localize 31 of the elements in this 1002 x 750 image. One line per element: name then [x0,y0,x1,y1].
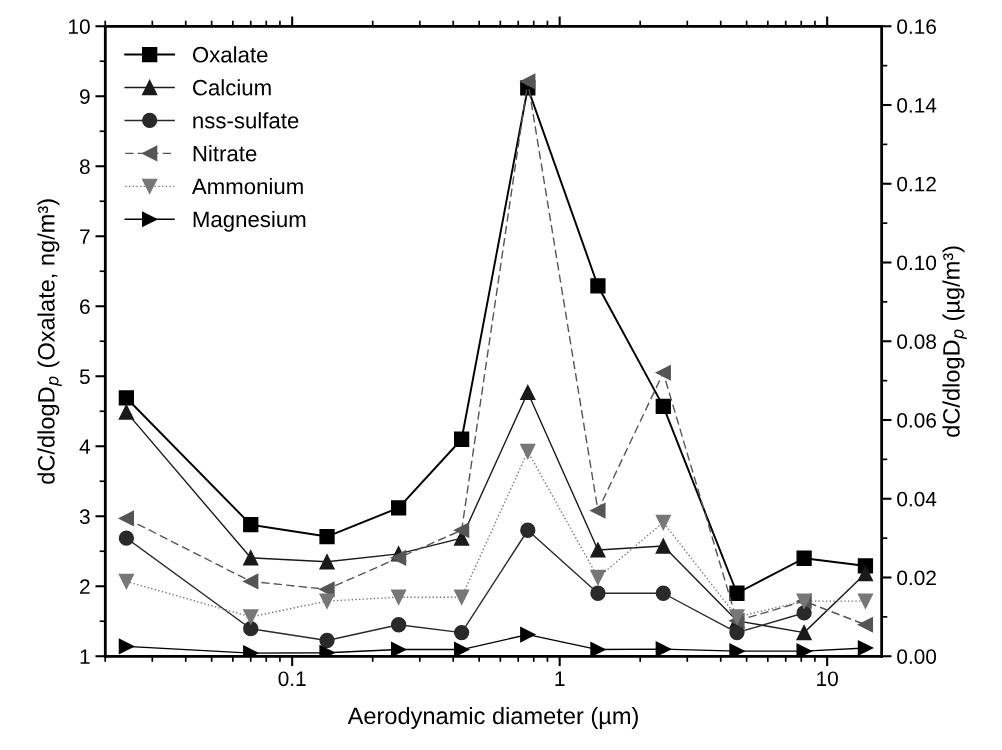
legend-label: Oxalate [192,46,268,63]
y-tick-label: 10 [69,19,90,34]
y-tick-label: 9 [80,89,90,104]
y2-tick-label: 0.12 [897,176,936,192]
y-tick-label: 2 [80,579,90,594]
x-tick-label: 10 [817,671,838,687]
y2-tick-label: 0.04 [897,491,937,507]
legend-label: Calcium [193,79,271,96]
x-tick-label: 1 [555,671,565,686]
y2-axis-title: dC/dlogD$_{p}$ (µg/m³) [942,246,967,437]
legend-label: Nitrate [193,145,257,162]
y-axis-title: dC/dlogD$_{p}$ (Oxalate, ng/m³) [37,199,62,484]
y-tick-label: 1 [80,649,90,664]
y-tick-label: 8 [79,159,90,174]
y2-tick-label: 0.02 [897,570,936,586]
y-tick-label: 5 [79,369,90,384]
x-tick-label: 0.1 [278,671,306,687]
y2-tick-label: 0.08 [897,334,936,349]
y2-tick-label: 0.10 [897,255,937,271]
legend-label: Magnesium [193,210,306,232]
y2-tick-label: 0.16 [897,19,936,34]
y2-tick-label: 0.00 [897,649,937,664]
y2-tick-label: 0.14 [897,98,937,113]
y-tick-label: 4 [79,439,91,454]
y-tick-label: 7 [80,229,90,244]
y-tick-label: 3 [79,509,90,524]
x-axis-title: Aerodynamic diameter (µm) [347,706,638,729]
y-tick-label: 6 [80,299,90,314]
legend-label: nss-sulfate [193,112,299,129]
y2-tick-label: 0.06 [897,413,936,428]
legend-label: Ammonium [191,178,303,195]
